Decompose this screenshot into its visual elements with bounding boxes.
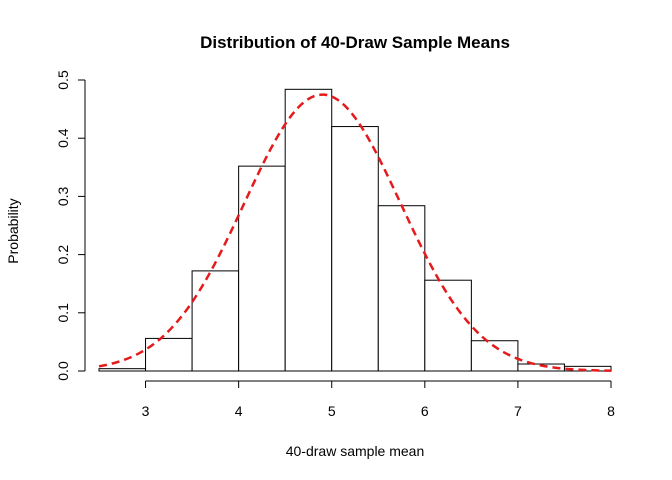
- y-axis-label: Probability: [5, 198, 21, 263]
- histogram-bar: [424, 279, 472, 372]
- x-tick-label: 5: [328, 403, 336, 419]
- histogram-bar: [238, 165, 286, 372]
- y-tick-label: 0.4: [55, 128, 71, 148]
- y-tick-label: 0.5: [55, 70, 71, 90]
- histogram-bar: [377, 205, 426, 372]
- histogram-bar: [284, 88, 333, 372]
- y-tick-label: 0.2: [55, 245, 71, 265]
- y-tick-label: 0.3: [55, 186, 71, 206]
- histogram-bar: [191, 270, 240, 372]
- y-tick-label: 0.0: [55, 361, 71, 381]
- x-tick-label: 6: [421, 403, 429, 419]
- x-tick-label: 7: [514, 403, 522, 419]
- histogram-bar: [563, 365, 612, 372]
- density-curve: [98, 93, 612, 372]
- x-tick-label: 4: [235, 403, 243, 419]
- x-tick-label: 8: [607, 403, 615, 419]
- chart-title: Distribution of 40-Draw Sample Means: [200, 33, 510, 52]
- histogram-bar: [331, 126, 379, 372]
- y-tick-label: 0.1: [55, 303, 71, 323]
- histogram-bar: [98, 368, 147, 372]
- histogram-bar: [145, 337, 193, 372]
- x-axis: 3 4 5 6 7 8: [142, 380, 615, 419]
- bars-group: [98, 88, 612, 372]
- y-axis: 0.0 0.1 0.2 0.3 0.4 0.5: [55, 70, 86, 381]
- x-tick-label: 3: [142, 403, 150, 419]
- x-axis-label: 40-draw sample mean: [286, 443, 425, 459]
